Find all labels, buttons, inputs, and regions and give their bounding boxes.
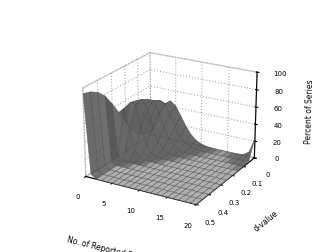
X-axis label: No. of Reported Breaks: No. of Reported Breaks (66, 234, 154, 252)
Y-axis label: d-value: d-value (252, 208, 280, 233)
